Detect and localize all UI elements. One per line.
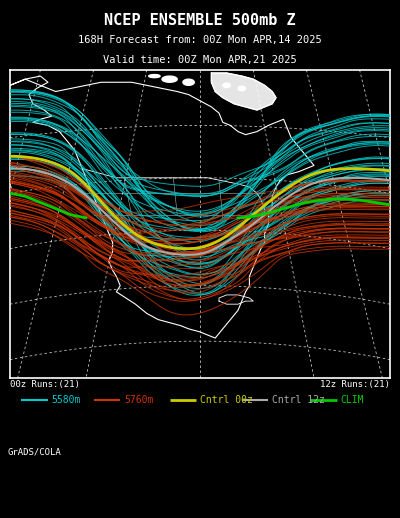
Polygon shape [149,75,160,78]
Text: 12z Runs:(21): 12z Runs:(21) [320,380,390,388]
Text: Cntrl 00z: Cntrl 00z [200,395,253,405]
Polygon shape [162,76,177,82]
Text: 5760m: 5760m [124,395,153,405]
Polygon shape [183,79,194,85]
Text: Cntrl 12z: Cntrl 12z [272,395,325,405]
Text: Valid time: 00Z Mon APR,21 2025: Valid time: 00Z Mon APR,21 2025 [103,54,297,65]
Text: GrADS/COLA: GrADS/COLA [8,448,62,456]
Text: 00z Runs:(21): 00z Runs:(21) [10,380,80,388]
Text: 5580m: 5580m [52,395,81,405]
Text: 168H Forecast from: 00Z Mon APR,14 2025: 168H Forecast from: 00Z Mon APR,14 2025 [78,35,322,45]
Polygon shape [211,73,276,110]
Polygon shape [238,86,246,91]
Text: NCEP ENSEMBLE 500mb Z: NCEP ENSEMBLE 500mb Z [104,12,296,27]
Text: CLIM: CLIM [341,395,364,405]
Polygon shape [223,83,230,88]
